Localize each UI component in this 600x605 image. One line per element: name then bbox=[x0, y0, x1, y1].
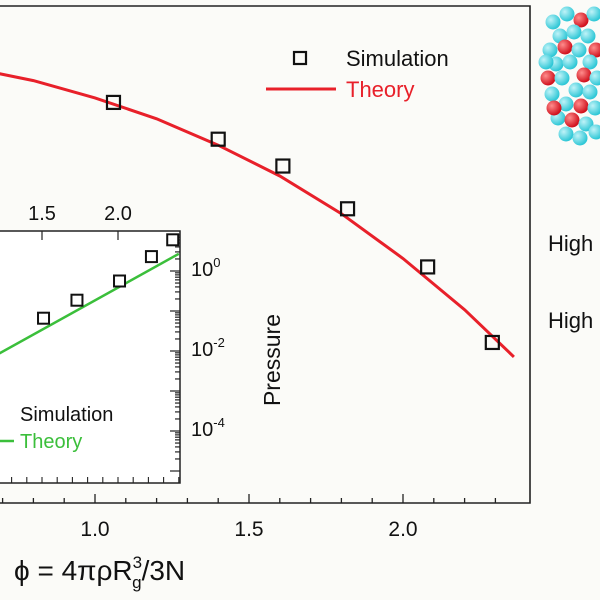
main-x-tick-label: 2.0 bbox=[388, 518, 417, 541]
cyan-bead bbox=[583, 85, 598, 100]
cyan-bead bbox=[546, 15, 561, 30]
legend-simulation-marker bbox=[294, 52, 306, 64]
cyan-bead bbox=[572, 43, 587, 58]
cyan-bead bbox=[545, 87, 560, 102]
inset-simulation-point bbox=[114, 276, 125, 287]
inset-y-axis-label: Pressure bbox=[259, 314, 285, 406]
cyan-bead bbox=[563, 55, 578, 70]
cyan-bead bbox=[559, 127, 574, 142]
inset-simulation-point bbox=[146, 251, 157, 262]
cyan-bead bbox=[555, 71, 570, 86]
legend-simulation-label: Simulation bbox=[346, 46, 449, 71]
inset-log-tick-label: 100 bbox=[191, 255, 220, 281]
inset-simulation-point bbox=[167, 234, 178, 245]
cyan-bead bbox=[539, 55, 554, 70]
simulation-point bbox=[276, 160, 289, 173]
inset-simulation-point bbox=[71, 295, 82, 306]
polymer-cluster-image bbox=[539, 7, 600, 146]
legend-theory-label: Theory bbox=[346, 77, 414, 102]
simulation-point bbox=[421, 260, 434, 273]
main-x-tick-label: 1.5 bbox=[234, 518, 263, 541]
inset-top-tick-label: 2.0 bbox=[104, 203, 132, 225]
red-bead bbox=[574, 99, 589, 114]
cyan-bead bbox=[573, 131, 588, 146]
red-bead bbox=[558, 40, 573, 55]
inset-legend-simulation-label: Simulation bbox=[20, 404, 113, 426]
inset-simulation-point bbox=[38, 313, 49, 324]
cyan-bead bbox=[583, 55, 598, 70]
main-x-tick-label: 1.0 bbox=[80, 518, 109, 541]
cyan-bead bbox=[569, 83, 584, 98]
red-bead bbox=[541, 71, 556, 86]
red-bead bbox=[547, 101, 562, 116]
cyan-bead bbox=[567, 25, 582, 40]
main-x-ticks bbox=[3, 494, 496, 503]
side-label: High bbox=[548, 308, 593, 334]
side-label: High bbox=[548, 231, 593, 257]
inset-top-tick-label: 1.5 bbox=[28, 203, 56, 225]
cyan-bead bbox=[560, 7, 575, 22]
red-bead bbox=[565, 113, 580, 128]
inset-legend-theory-label: Theory bbox=[20, 431, 82, 453]
inset-log-tick-label: 10-2 bbox=[191, 335, 225, 361]
cyan-bead bbox=[588, 101, 600, 116]
red-bead bbox=[577, 68, 592, 83]
cyan-bead bbox=[587, 7, 600, 22]
cyan-bead bbox=[581, 29, 596, 44]
inset-log-tick-label: 10-4 bbox=[191, 415, 225, 441]
